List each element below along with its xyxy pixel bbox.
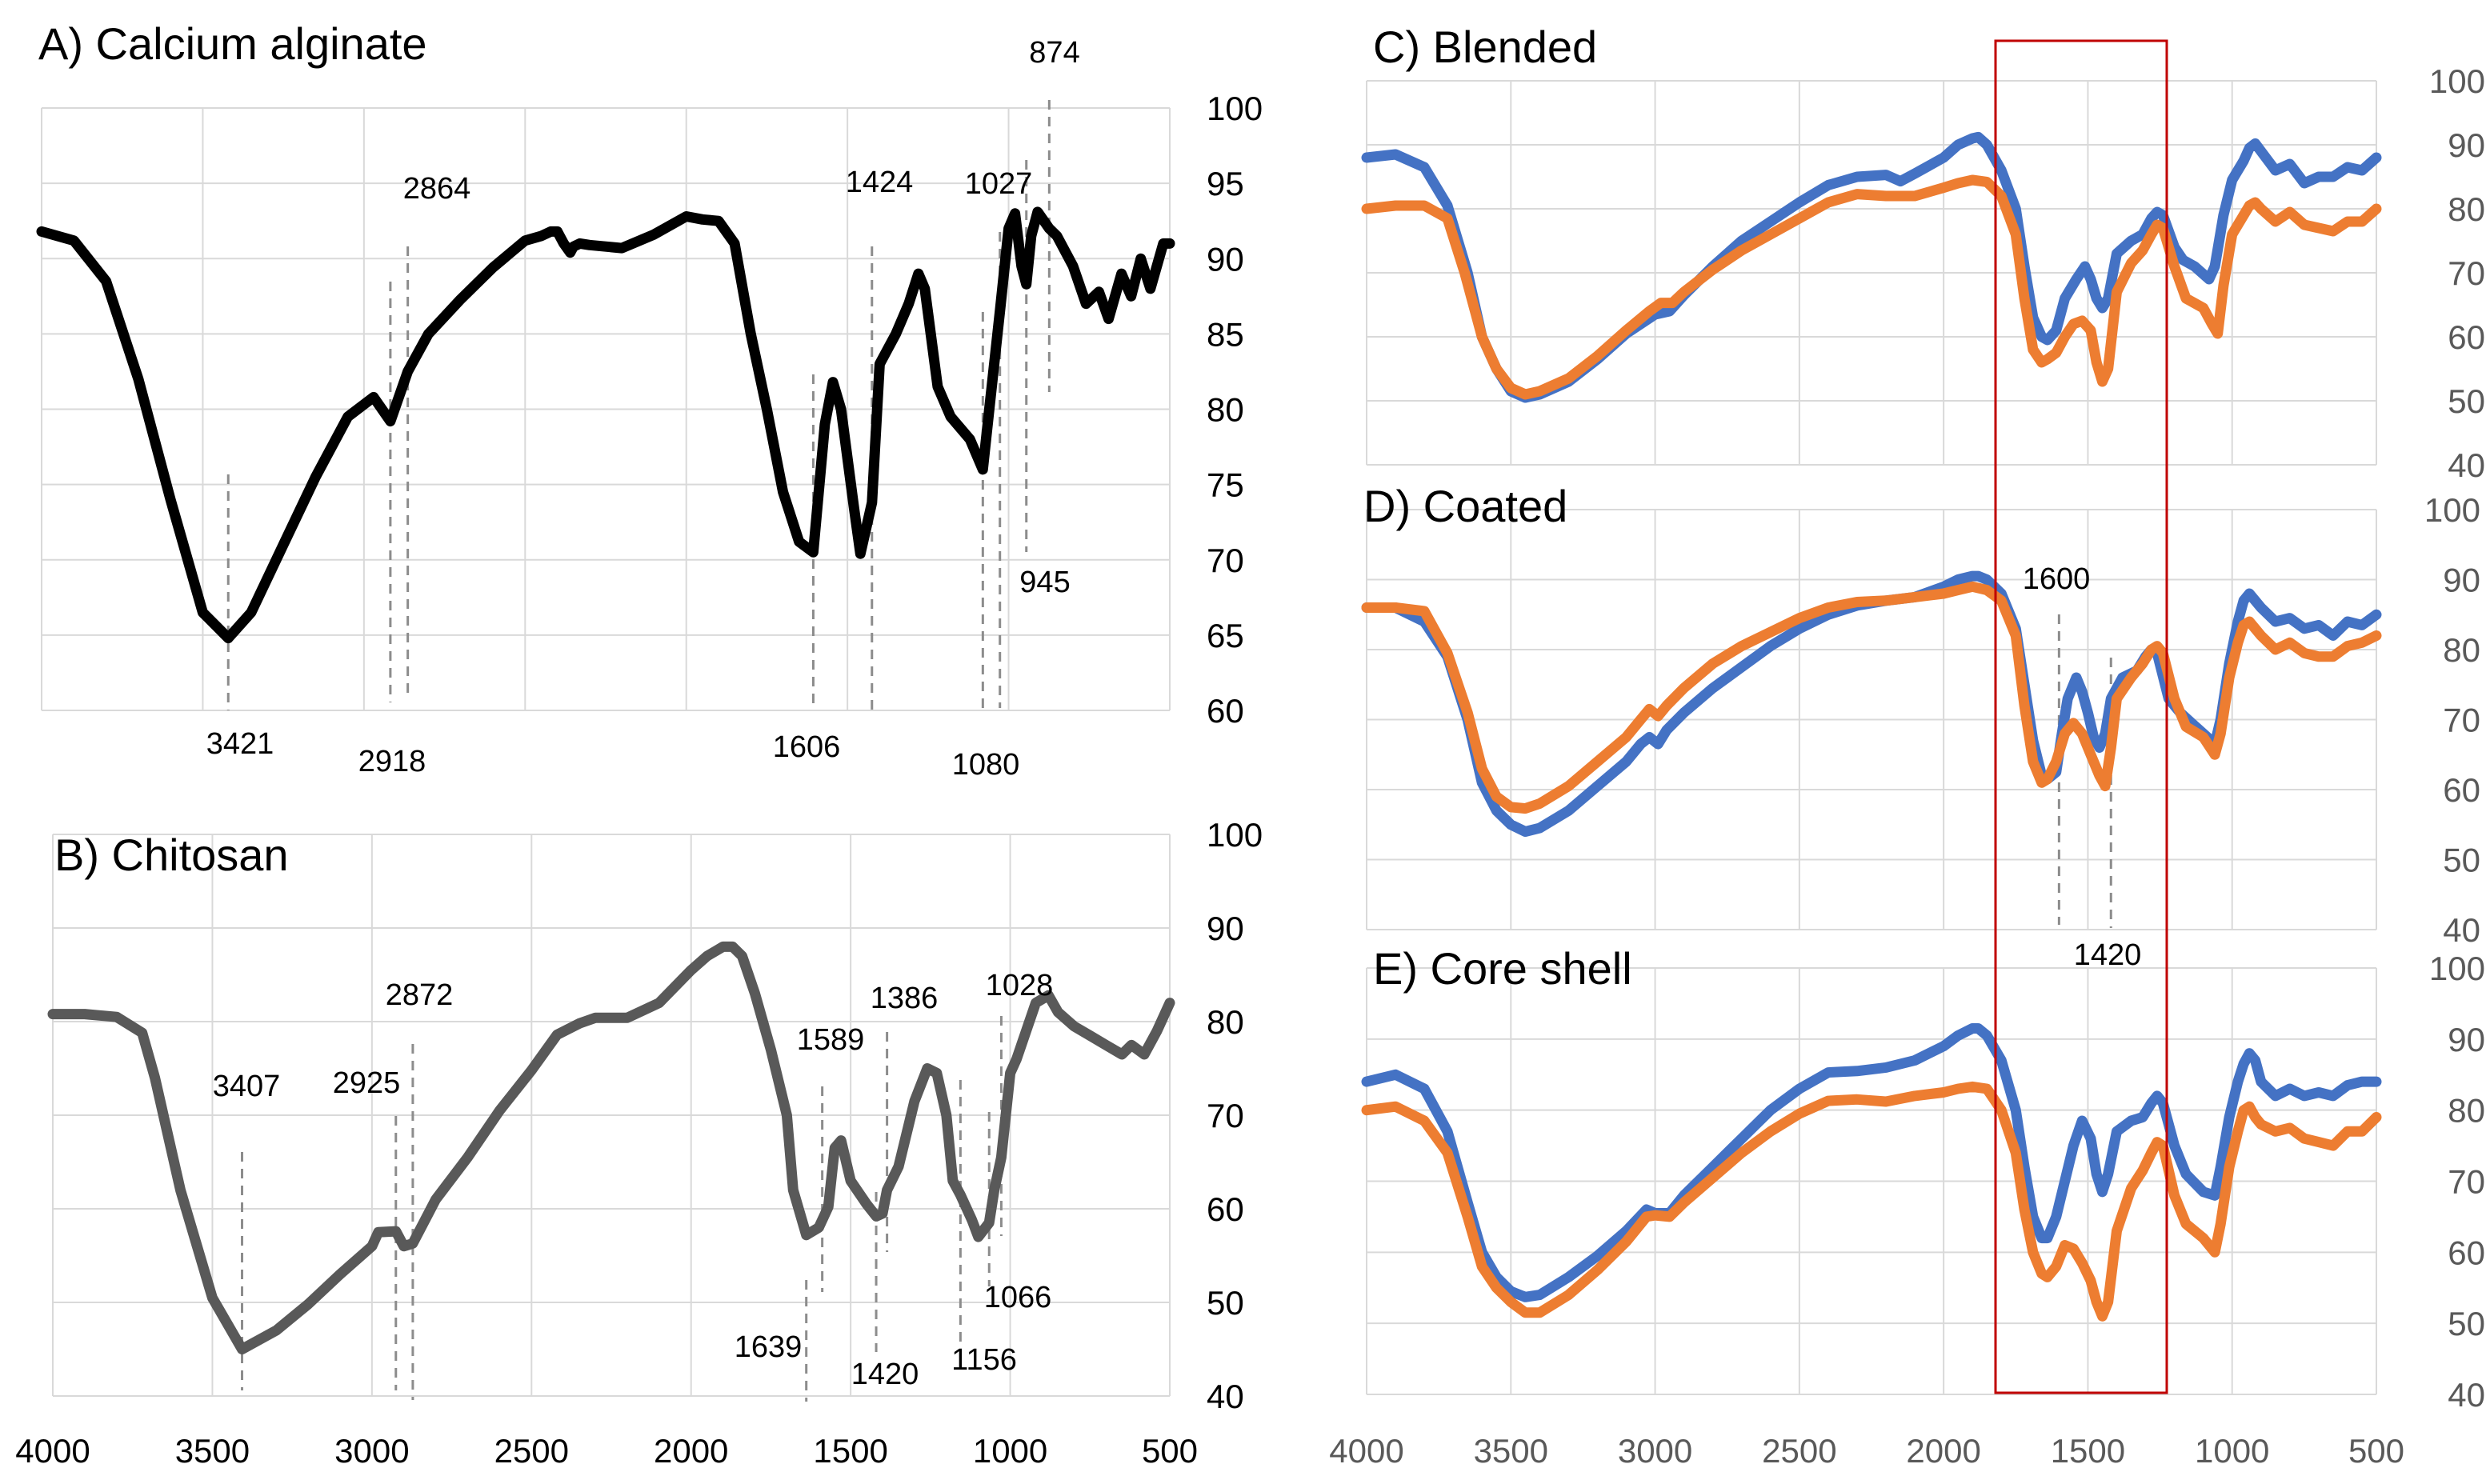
annotation-label-a-874: 874 [1029, 36, 1079, 70]
series-layer [36, 131, 2382, 1354]
annotation-label-b-1639: 1639 [735, 1330, 803, 1364]
annotation-label-b-1420: 1420 [851, 1358, 919, 1391]
annotation-label-b-2872: 2872 [386, 978, 454, 1012]
x-tick-label-e-1000: 1000 [2195, 1432, 2269, 1470]
x-tick-label-b-3500: 3500 [175, 1432, 250, 1470]
highlight-box [1994, 39, 2168, 1394]
y-tick-label-b-90: 90 [1207, 910, 1244, 947]
x-tick-label-e-2000: 2000 [1906, 1432, 1980, 1470]
annotation-label-d-1420: 1420 [2074, 938, 2142, 972]
x-tick-label-b-1000: 1000 [973, 1432, 1047, 1470]
series-e-orange [1361, 1081, 2382, 1322]
annotation-label-b-1386: 1386 [871, 982, 939, 1015]
series-a-calcium-alginate [36, 206, 1175, 644]
annotation-label-a-2918: 2918 [358, 745, 426, 778]
annotation-label-b-3407: 3407 [213, 1070, 281, 1103]
y-tick-label-d-100: 100 [2424, 491, 2480, 529]
y-tick-label-e-80: 80 [2448, 1092, 2485, 1130]
y-tick-label-a-65: 65 [1207, 617, 1244, 654]
annotation-label-b-1156: 1156 [951, 1343, 1017, 1377]
x-tick-label-b-500: 500 [1142, 1432, 1198, 1470]
y-tick-label-b-80: 80 [1207, 1003, 1244, 1041]
y-tick-label-a-90: 90 [1207, 240, 1244, 278]
y-tick-label-c-100: 100 [2429, 62, 2485, 100]
chart-title-d: D) Coated [1363, 481, 1567, 531]
x-tick-label-e-4000: 4000 [1329, 1432, 1403, 1470]
y-tick-label-a-80: 80 [1207, 391, 1244, 429]
y-tick-label-e-60: 60 [2448, 1234, 2485, 1271]
x-tick-label-b-3000: 3000 [334, 1432, 409, 1470]
annotation-label-b-1028: 1028 [986, 969, 1054, 1002]
grid-layer [41, 80, 2377, 1397]
y-tick-label-d-60: 60 [2443, 771, 2480, 809]
annotation-label-b-2925: 2925 [333, 1066, 401, 1100]
y-tick-label-b-40: 40 [1207, 1378, 1244, 1415]
y-tick-label-a-85: 85 [1207, 315, 1244, 353]
annotation-label-a-1424: 1424 [846, 166, 914, 199]
series-e-blue [1361, 1023, 2382, 1302]
y-tick-label-d-80: 80 [2443, 631, 2480, 669]
x-tick-label-b-2500: 2500 [494, 1432, 569, 1470]
chart-title-b: B) Chitosan [54, 830, 289, 880]
y-tick-label-c-80: 80 [2448, 190, 2485, 228]
series-b-chitosan [47, 941, 1175, 1354]
annotation-label-a-2864: 2864 [403, 172, 471, 206]
chart-title-a: A) Calcium alginate [38, 18, 427, 69]
x-tick-label-b-1500: 1500 [813, 1432, 887, 1470]
annotation-label-a-1080: 1080 [952, 748, 1020, 782]
y-tick-label-a-95: 95 [1207, 165, 1244, 202]
y-tick-label-b-50: 50 [1207, 1284, 1244, 1322]
y-tick-label-a-60: 60 [1207, 692, 1244, 730]
x-tick-label-e-2500: 2500 [1762, 1432, 1836, 1470]
annotation-label-b-1066: 1066 [984, 1281, 1052, 1314]
series-d-orange [1361, 581, 2382, 814]
x-tick-label-b-4000: 4000 [15, 1432, 90, 1470]
annotation-label-d-1600: 1600 [2023, 562, 2091, 596]
annotation-label-a-1606: 1606 [773, 730, 841, 764]
x-tick-label-e-500: 500 [2348, 1432, 2404, 1470]
x-tick-label-e-1500: 1500 [2051, 1432, 2125, 1470]
annotation-label-a-3421: 3421 [206, 727, 274, 761]
y-tick-label-e-100: 100 [2429, 950, 2485, 987]
y-tick-label-a-75: 75 [1207, 466, 1244, 504]
text-layer: 3421 2918 2864 1606 1424 1080 1027 945 874 A) Cal… [15, 18, 2485, 1470]
x-tick-label-e-3000: 3000 [1618, 1432, 1692, 1470]
y-tick-label-c-60: 60 [2448, 318, 2485, 356]
y-tick-label-d-50: 50 [2443, 842, 2480, 879]
annotation-label-a-945: 945 [1019, 566, 1070, 599]
y-tick-label-c-90: 90 [2448, 126, 2485, 164]
annotation-lines-layer [226, 100, 2112, 1402]
y-tick-label-c-40: 40 [2448, 446, 2485, 484]
y-tick-label-c-50: 50 [2448, 382, 2485, 420]
y-tick-label-b-100: 100 [1207, 816, 1263, 854]
y-tick-label-c-70: 70 [2448, 254, 2485, 292]
y-tick-label-d-90: 90 [2443, 562, 2480, 599]
chart-title-e: E) Core shell [1373, 943, 1632, 994]
y-tick-label-a-70: 70 [1207, 542, 1244, 579]
y-tick-label-d-40: 40 [2443, 911, 2480, 949]
x-tick-label-e-3500: 3500 [1474, 1432, 1548, 1470]
y-tick-label-a-100: 100 [1207, 90, 1263, 127]
annotation-label-a-1027: 1027 [965, 167, 1033, 201]
series-c-orange [1361, 174, 2382, 400]
annotation-label-b-1589: 1589 [797, 1023, 865, 1057]
chart-title-c: C) Blended [1373, 22, 1597, 72]
x-tick-label-b-2000: 2000 [654, 1432, 728, 1470]
y-tick-label-e-40: 40 [2448, 1376, 2485, 1414]
y-tick-label-e-70: 70 [2448, 1163, 2485, 1201]
y-tick-label-d-70: 70 [2443, 702, 2480, 739]
y-tick-label-b-70: 70 [1207, 1097, 1244, 1134]
y-tick-label-b-60: 60 [1207, 1190, 1244, 1228]
y-tick-label-e-90: 90 [2448, 1021, 2485, 1058]
y-tick-label-e-50: 50 [2448, 1305, 2485, 1342]
